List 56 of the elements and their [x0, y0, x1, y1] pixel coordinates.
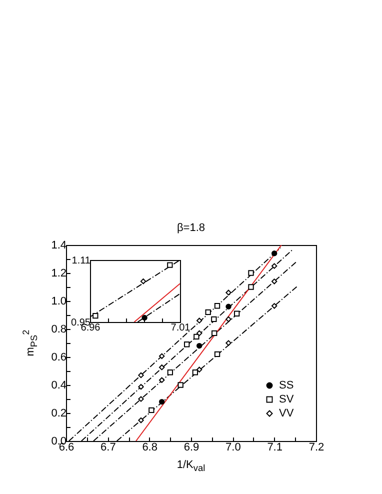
legend-label: VV	[279, 408, 294, 420]
y-tick-label: 1.0	[51, 296, 66, 308]
y-tick-label: 0.4	[51, 380, 66, 392]
point	[248, 270, 254, 276]
point	[158, 364, 165, 370]
x-tick-label: 7.2	[308, 442, 324, 454]
point	[205, 309, 211, 316]
y-tick-label: 0.8	[51, 324, 66, 336]
point	[184, 342, 190, 348]
point	[211, 316, 217, 322]
y-tick-label: 1.2	[51, 268, 66, 280]
x-tick-label: 6.7	[100, 442, 116, 454]
x-tick-label: 7.0	[226, 442, 241, 454]
point	[138, 384, 144, 390]
point	[142, 314, 148, 321]
point	[226, 290, 232, 296]
point	[194, 334, 200, 340]
chart-title: β=1.8	[176, 222, 206, 234]
point	[271, 263, 278, 269]
legend-label: SS	[279, 380, 294, 392]
point	[158, 398, 165, 405]
point	[178, 382, 184, 388]
point	[214, 303, 220, 309]
y-tick-label: 1.4	[51, 240, 66, 252]
x-tick-label: 6.8	[142, 442, 158, 454]
point	[140, 278, 146, 284]
point	[234, 310, 240, 316]
x-axis-title: 1/K$_{val}$	[176, 459, 206, 474]
point	[138, 417, 144, 424]
point	[226, 304, 232, 310]
point	[271, 278, 278, 284]
point	[196, 330, 202, 336]
point	[248, 284, 254, 290]
x-tick-label: 7.01	[170, 322, 191, 334]
x-tick-label: 7.1	[267, 442, 282, 454]
point	[158, 377, 165, 383]
point	[196, 318, 202, 324]
point	[271, 303, 278, 309]
point	[167, 262, 173, 268]
y-tick-label: 0.2	[51, 408, 66, 420]
y-tick-label: 1.11	[72, 256, 91, 266]
point	[138, 372, 144, 378]
point	[167, 370, 174, 376]
point	[158, 353, 165, 360]
point	[271, 250, 278, 256]
point	[196, 342, 202, 349]
point	[138, 396, 144, 402]
legend-label: SV	[279, 394, 294, 406]
y-tick-label: 0.6	[51, 352, 66, 364]
point	[214, 351, 220, 358]
point	[192, 370, 198, 376]
x-tick-label: 6.9	[184, 442, 200, 454]
point	[148, 407, 154, 414]
point	[226, 316, 232, 322]
point	[211, 330, 218, 336]
point	[92, 312, 98, 319]
